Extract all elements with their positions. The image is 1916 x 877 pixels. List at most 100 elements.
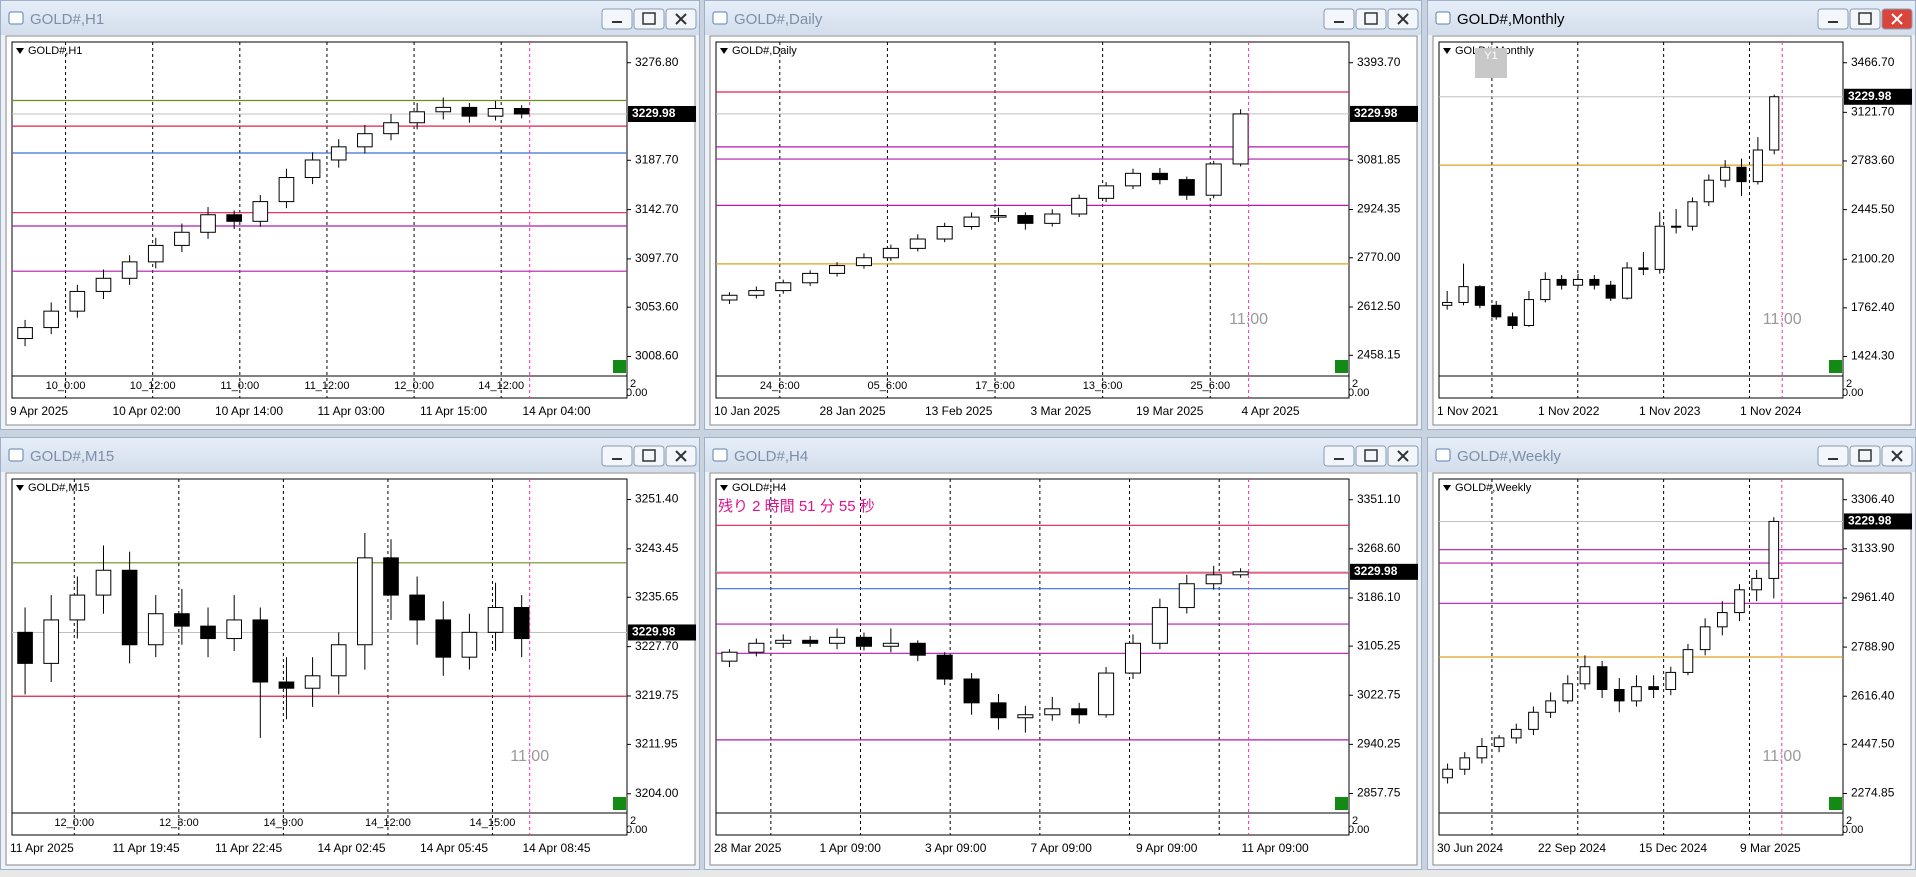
candle-body [1205, 163, 1222, 196]
separator-label: 25_6:00 [1190, 380, 1230, 392]
y-tick-label: 2961.40 [1851, 590, 1895, 604]
time-annotation: 11:00 [1229, 311, 1268, 328]
y-tick-label: 2788.90 [1851, 639, 1895, 653]
minimize-button[interactable] [1817, 445, 1849, 467]
bid-price-label: 3229.98 [1848, 89, 1892, 103]
candle-body [1232, 113, 1249, 165]
x-tick-label: 14 Apr 08:45 [523, 841, 591, 855]
bid-price-box [1350, 563, 1418, 580]
separator-label: 14_12:00 [478, 380, 524, 392]
minimize-button[interactable] [601, 8, 633, 30]
y-tick-label: 3243.45 [635, 541, 679, 555]
window-title: GOLD#,H4 [734, 448, 808, 465]
candle-body [1736, 166, 1747, 183]
maximize-button[interactable] [1849, 8, 1881, 30]
candle-body [1044, 708, 1061, 716]
bid-price-box [628, 624, 696, 641]
candle-body [1752, 149, 1763, 183]
one-click-indicator [613, 360, 626, 373]
candle-body [435, 106, 452, 113]
y-tick-label: 3306.40 [1851, 492, 1895, 506]
y-tick-label: 2612.50 [1357, 299, 1401, 313]
candle-body [1098, 672, 1115, 716]
candle-body [1631, 686, 1642, 702]
x-tick-label: 1 Apr 09:00 [820, 841, 882, 855]
candle-body [252, 201, 269, 222]
chart-window: GOLD#,M15 3251.40 3243.45 3235.65 3227.70 321… [0, 437, 700, 870]
minimize-button[interactable] [1323, 8, 1355, 30]
x-tick-label: 30 Jun 2024 [1437, 841, 1503, 855]
y-tick-label: 3351.10 [1357, 492, 1401, 506]
candle-body [1151, 172, 1168, 181]
candle-body [174, 613, 190, 627]
y-tick-label: 2924.35 [1357, 202, 1401, 216]
bid-price-box [1350, 105, 1418, 122]
maximize-button[interactable] [633, 445, 665, 467]
candle-body [435, 619, 452, 658]
candle-body [174, 231, 190, 246]
x-tick-label: 14 Apr 04:00 [523, 404, 591, 418]
separator-label: 12_0:00 [54, 817, 94, 829]
window-title: GOLD#,Daily [734, 11, 823, 28]
close-glyph [675, 13, 687, 25]
chart-label-arrow [1443, 485, 1451, 491]
candle-body [200, 214, 216, 233]
candle-body [304, 159, 321, 179]
separator-label: 14_9:00 [263, 817, 303, 829]
separator-label: 05_6:00 [868, 380, 908, 392]
candle-body [147, 613, 164, 646]
y-tick-label: 3211.95 [635, 737, 678, 751]
candle-body [1459, 757, 1471, 770]
x-tick-label: 7 Apr 09:00 [1031, 841, 1093, 855]
separator-label: 11_12:00 [304, 380, 349, 392]
sub-label: 0.00 [1348, 824, 1369, 836]
candle-body [990, 702, 1007, 719]
minimize-button[interactable] [1323, 445, 1355, 467]
y-tick-label: 3008.60 [635, 349, 679, 363]
maximize-button[interactable] [1849, 445, 1881, 467]
y-tick-label: 1762.40 [1851, 300, 1895, 314]
sub-label: 0.00 [626, 824, 647, 836]
maximize-button[interactable] [1355, 445, 1387, 467]
candle-body [147, 244, 164, 263]
plot-frame [1438, 41, 1844, 399]
y-tick-label: 2100.20 [1851, 251, 1895, 265]
maximize-button[interactable] [633, 8, 665, 30]
candle-body [43, 310, 60, 329]
candle-body [855, 636, 872, 647]
candle-body [357, 557, 373, 646]
chart-label: GOLD#,Daily [732, 45, 797, 57]
y-tick-label: 2783.60 [1851, 153, 1895, 167]
chart-label: GOLD#,Weekly [1455, 482, 1532, 494]
maximize-button[interactable] [1355, 8, 1387, 30]
candle-body [1491, 304, 1502, 318]
maximize-glyph [642, 12, 656, 25]
window-title: GOLD#,Weekly [1457, 448, 1561, 465]
candle-body [1442, 768, 1453, 779]
chart-label: GOLD#,H4 [732, 482, 786, 494]
candle-body [1442, 301, 1453, 306]
candle-body [43, 619, 60, 664]
minimize-button[interactable] [601, 445, 633, 467]
chart-label-arrow [720, 485, 728, 491]
candle-body [1044, 213, 1061, 224]
y-tick-label: 3186.10 [1357, 590, 1401, 604]
candle-body [1665, 671, 1677, 690]
y-tick-label: 3187.70 [635, 152, 679, 166]
y-tick-label: 3204.00 [635, 786, 679, 800]
candle-body [1562, 683, 1574, 702]
plot-frame [11, 478, 628, 836]
minimize-button[interactable] [1817, 8, 1849, 30]
y-tick-label: 3235.65 [635, 589, 679, 603]
candle-body [95, 569, 112, 596]
x-tick-label: 4 Apr 2025 [1242, 404, 1300, 418]
candle-body [1178, 179, 1195, 196]
title-bar [705, 438, 1421, 472]
candle-body [200, 625, 216, 640]
separator-label: 12_3:00 [159, 817, 199, 829]
separator-label: 10_12:00 [130, 380, 176, 392]
candle-body [1178, 583, 1195, 609]
x-tick-label: 13 Feb 2025 [925, 404, 993, 418]
candle-body [721, 294, 738, 301]
candle-body [1682, 649, 1694, 673]
